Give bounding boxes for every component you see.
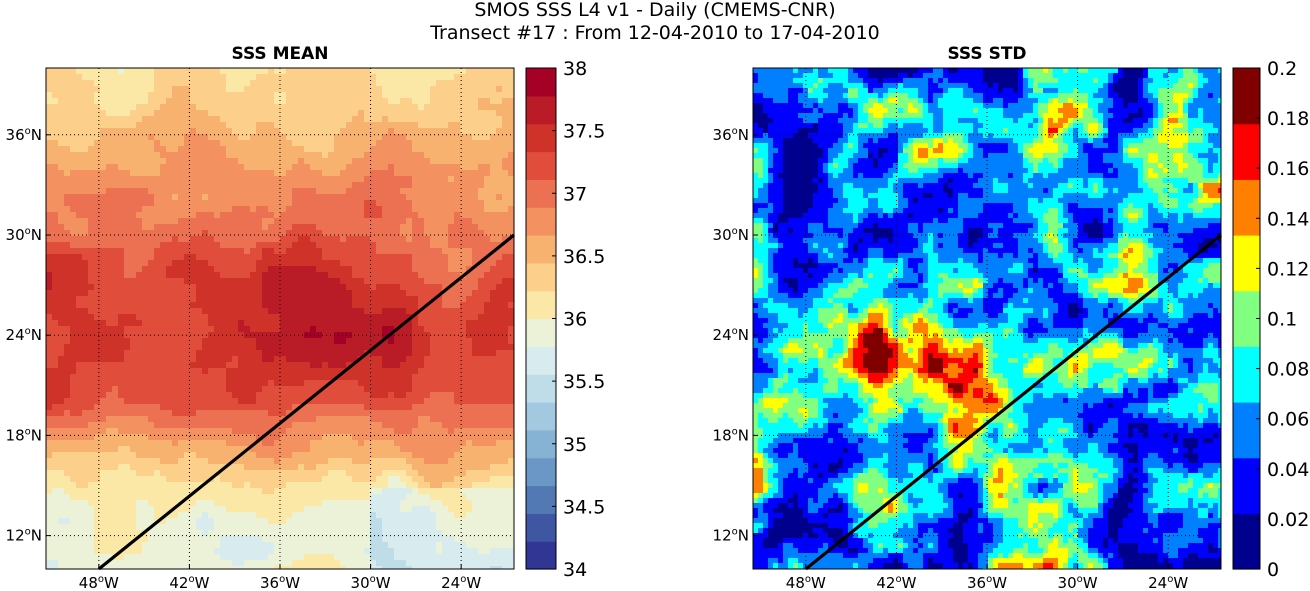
colorbar-segment <box>526 123 556 153</box>
colorbar-segment <box>526 318 556 347</box>
colorbar-segment <box>526 95 556 125</box>
y-tick-label: 30oN <box>6 226 42 244</box>
colorbar-tick-label: 37.5 <box>563 121 605 143</box>
colorbar-segment <box>526 346 556 375</box>
x-tick-label: 48oW <box>786 574 826 591</box>
colorbar-segment <box>1233 346 1260 403</box>
colorbar-tick-label: 0.06 <box>1267 409 1309 431</box>
colorbar-tick-label: 0.18 <box>1267 108 1309 130</box>
panel-title: SSS STD <box>947 44 1026 64</box>
colorbar-segment <box>526 290 556 320</box>
colorbar-segment <box>526 151 556 180</box>
colorbar-segment <box>526 457 556 487</box>
chart-panel-sss-mean: SSS MEAN 48oW 42oW 36oW 30oW 24oW 12oN 18oN 24oN… <box>6 44 606 591</box>
colorbar-tick-label: 36 <box>563 309 587 331</box>
x-tick-label: 36oW <box>967 574 1007 591</box>
colorbar-segment <box>1233 235 1260 292</box>
colorbar-segment <box>526 262 556 292</box>
figure-subtitle: Transect #17 : From 12-04-2010 to 17-04-… <box>430 22 880 44</box>
colorbar-tick-label: 34.5 <box>563 496 605 518</box>
colorbar-tick-label: 0.04 <box>1267 459 1309 481</box>
colorbar-segment <box>1233 402 1260 459</box>
colorbar-segment <box>526 374 556 403</box>
colorbar-segment <box>526 429 556 459</box>
y-tick-label: 12oN <box>713 527 749 545</box>
colorbar: 38 37.5 37 36.5 36 35.5 35 34.5 34 <box>525 58 605 581</box>
colorbar-segment <box>526 179 556 208</box>
x-tick-label: 42oW <box>876 574 916 591</box>
colorbar-segment <box>526 235 556 264</box>
y-tick-label: 30oN <box>713 226 749 244</box>
y-tick-label: 18oN <box>6 426 42 444</box>
colorbar-tick-label: 0 <box>1267 559 1279 581</box>
panel-title: SSS MEAN <box>231 44 328 64</box>
colorbar-tick-label: 35 <box>563 434 587 456</box>
x-tick-label: 36oW <box>260 574 300 591</box>
colorbar-tick-label: 0.08 <box>1267 359 1309 381</box>
chart-panel-sss-std: SSS STD 48oW 42oW 36oW 30oW 24oW 12oN 18oN 24oN 3… <box>713 44 1310 591</box>
colorbar-segment <box>526 68 556 97</box>
colorbar-tick-label: 34 <box>563 559 587 581</box>
colorbar-segment <box>526 541 556 570</box>
colorbar-tick-label: 0.02 <box>1267 509 1309 531</box>
x-tick-label: 42oW <box>169 574 209 591</box>
y-tick-label: 12oN <box>6 527 42 545</box>
colorbar-segment <box>1233 179 1260 236</box>
data-field <box>46 68 514 569</box>
colorbar-segment <box>526 402 556 431</box>
x-tick-label: 30oW <box>351 574 391 591</box>
colorbar-segment <box>526 207 556 236</box>
colorbar-segment <box>1233 513 1260 570</box>
colorbar-tick-label: 36.5 <box>563 246 605 268</box>
colorbar-segment <box>526 513 556 542</box>
colorbar-tick-label: 0.12 <box>1267 258 1309 280</box>
x-tick-label: 24oW <box>441 574 481 591</box>
colorbar-segment <box>1233 457 1260 514</box>
colorbar-tick-label: 0.16 <box>1267 158 1309 180</box>
y-tick-label: 18oN <box>713 426 749 444</box>
colorbar-segment <box>1233 68 1260 125</box>
colorbar: 0.2 0.18 0.16 0.14 0.12 0.1 0.08 0.06 0.04 0.02 0 <box>1232 58 1309 581</box>
data-field <box>753 68 1221 569</box>
colorbar-segment <box>1233 290 1260 347</box>
x-tick-label: 48oW <box>79 574 119 591</box>
colorbar-tick-label: 37 <box>563 183 587 205</box>
transect-line <box>97 233 516 571</box>
y-tick-label: 24oN <box>713 326 749 344</box>
y-tick-label: 24oN <box>6 326 42 344</box>
colorbar-tick-label: 38 <box>563 58 587 80</box>
x-tick-label: 30oW <box>1058 574 1098 591</box>
colorbar-tick-label: 0.14 <box>1267 208 1309 230</box>
colorbar-segment <box>1233 123 1260 180</box>
colorbar-tick-label: 0.1 <box>1267 309 1297 331</box>
x-tick-label: 24oW <box>1148 574 1188 591</box>
colorbar-tick-label: 0.2 <box>1267 58 1297 80</box>
y-tick-label: 36oN <box>713 126 749 144</box>
y-tick-label: 36oN <box>6 126 42 144</box>
figure-title: SMOS SSS L4 v1 - Daily (CMEMS-CNR) <box>474 0 836 21</box>
colorbar-tick-label: 35.5 <box>563 371 605 393</box>
colorbar-segment <box>526 485 556 514</box>
transect-line <box>804 233 1223 571</box>
